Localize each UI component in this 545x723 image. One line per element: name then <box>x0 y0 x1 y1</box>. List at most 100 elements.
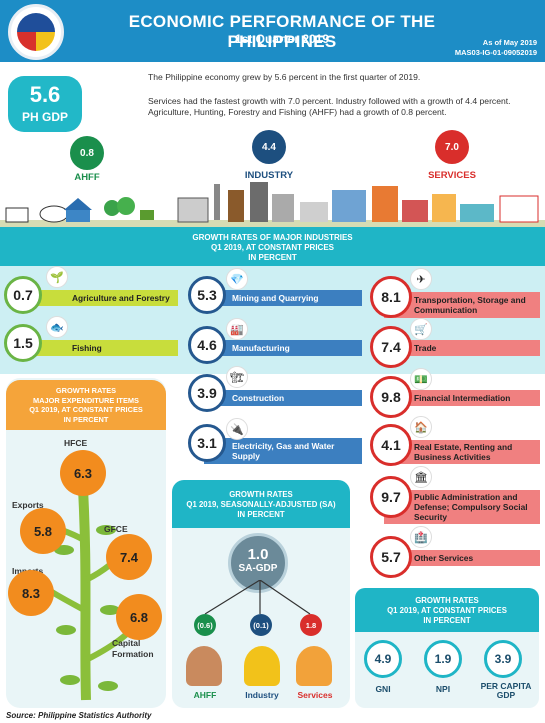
sa-services-value: 1.8 <box>300 614 322 636</box>
expenditure-label-hfce: HFCE <box>64 438 88 448</box>
hospital-icon: 🏥 <box>410 526 432 548</box>
intro-paragraph-2: Services had the fastest growth with 7.0… <box>148 96 511 117</box>
expenditure-label-exports: Exports <box>12 500 44 510</box>
sector-industry-circle: 4.4 <box>252 130 286 164</box>
industry-label-transport: Transportation, Storage and Communicatio… <box>414 295 526 315</box>
psa-logo <box>8 4 64 60</box>
gni-title: GROWTH RATES Q1 2019, AT CONSTANT PRICES… <box>355 588 539 632</box>
per-capita-gdp-value: 3.9 <box>484 640 522 678</box>
page-title: ECONOMIC PERFORMANCE OF THE PHILIPPINES <box>128 12 436 51</box>
industry-bar-electricity: Electricity, Gas and Water Supply <box>204 438 362 464</box>
gni-label: GNI <box>375 684 391 694</box>
per-capita-gdp-label: PER CAPITA GDP <box>480 681 532 700</box>
industry-label-agriculture: Agriculture and Forestry <box>72 293 170 303</box>
industry-bar-fishing: Fishing <box>22 340 178 356</box>
sector-services-circle: 7.0 <box>435 130 469 164</box>
house-icon: 🏠 <box>410 416 432 438</box>
tree-illustration <box>30 469 134 701</box>
industry-label-mining: Mining and Quarrying <box>232 293 319 303</box>
industry-bar-financial: Financial Intermediation <box>384 390 540 406</box>
sector-ahff-label: AHFF <box>74 172 100 183</box>
industry-bar-construction: Construction <box>204 390 362 406</box>
industry-label-construction: Construction <box>232 393 285 403</box>
industry-label-manufacturing: Manufacturing <box>232 343 290 353</box>
industry-label-realestate: Real Estate, Renting and Business Activi… <box>414 442 513 462</box>
industry-value-electricity: 3.1 <box>188 424 226 462</box>
plane-icon: ✈ <box>410 268 432 290</box>
industry-label-financial: Financial Intermediation <box>414 393 511 403</box>
source-note: Source: Philippine Statistics Authority <box>6 711 152 720</box>
industry-value-publicadmin: 9.7 <box>370 476 412 518</box>
as-of-text: As of May 2019 <box>482 38 537 47</box>
expenditure-value-capital: 6.8 <box>116 594 162 640</box>
npi-value: 1.9 <box>424 640 462 678</box>
industries-title: GROWTH RATES OF MAJOR INDUSTRIES Q1 2019… <box>192 233 353 262</box>
industries-panel <box>0 266 545 374</box>
industry-label-electricity: Electricity, Gas and Water Supply <box>232 441 335 461</box>
industry-label-fishing: Fishing <box>72 343 102 353</box>
sa-gdp-badge: 1.0 SA-GDP <box>228 533 288 593</box>
worker-icon <box>244 646 280 686</box>
crane-icon: 🏗 <box>226 366 248 388</box>
cart-icon: 🛒 <box>410 318 432 340</box>
sa-services-label: Services <box>297 690 333 700</box>
factory-icon: 🏭 <box>226 318 248 340</box>
plug-icon: 🔌 <box>226 418 248 440</box>
industry-value-realestate: 4.1 <box>370 424 412 466</box>
industry-value-fishing: 1.5 <box>4 324 42 362</box>
industry-value-agriculture: 0.7 <box>4 276 42 314</box>
intro-paragraph-1: The Philippine economy grew by 5.6 perce… <box>148 72 421 82</box>
fish-icon: 🐟 <box>46 316 68 338</box>
sa-gdp-label: SA-GDP <box>238 563 278 574</box>
sa-industry-value: (0.1) <box>250 614 272 636</box>
gni-value: 4.9 <box>364 640 402 678</box>
gdp-label: PH GDP <box>21 110 68 124</box>
sector-services-label: SERVICES <box>428 170 476 181</box>
industry-bar-otherservices: Other Services <box>384 550 540 566</box>
sector-ahff-circle: 0.8 <box>70 136 104 170</box>
economy-landscape-illustration <box>0 182 545 230</box>
header-bar <box>0 0 545 62</box>
industry-value-financial: 9.8 <box>370 376 412 418</box>
diamond-icon: 💎 <box>226 268 248 290</box>
expenditure-value-exports: 5.8 <box>20 508 66 554</box>
sa-connectors <box>204 580 311 615</box>
industry-value-mining: 5.3 <box>188 276 226 314</box>
sa-industry-label: Industry <box>245 690 279 700</box>
industry-bar-trade: Trade <box>384 340 540 356</box>
money-icon: 💵 <box>410 368 432 390</box>
industry-label-publicadmin: Public Administration and Defense; Compu… <box>414 492 528 522</box>
industry-value-transport: 8.1 <box>370 276 412 318</box>
gdp-value: 5.6 <box>29 82 61 107</box>
doc-code: MAS03-IG-01-09052019 <box>454 48 537 57</box>
gdp-badge: 5.6 PH GDP <box>8 76 82 132</box>
expenditure-title: GROWTH RATES MAJOR EXPENDITURE ITEMS Q1 … <box>6 380 166 430</box>
industry-value-otherservices: 5.7 <box>370 536 412 578</box>
sa-ahff-value: (0.6) <box>194 614 216 636</box>
industry-value-manufacturing: 4.6 <box>188 326 226 364</box>
plant-icon: 🌱 <box>46 266 68 288</box>
sa-ahff-label: AHFF <box>193 690 217 700</box>
industry-bar-manufacturing: Manufacturing <box>204 340 362 356</box>
expenditure-label-gfce: GFCE <box>104 524 128 534</box>
sector-industry-label: INDUSTRY <box>244 170 294 181</box>
as-of-date: As of May 2019 MAS03-IG-01-09052019 <box>455 38 537 58</box>
industries-banner <box>0 227 545 269</box>
farmer-icon <box>186 646 222 686</box>
building-icon: 🏛 <box>410 466 432 488</box>
industry-value-trade: 7.4 <box>370 326 412 368</box>
industry-bar-mining: Mining and Quarrying <box>204 290 362 306</box>
page-subtitle: 1st Quarter 2019 <box>234 32 330 46</box>
sa-title: GROWTH RATES Q1 2019, SEASONALLY-ADJUSTE… <box>172 480 350 528</box>
npi-label: NPI <box>435 684 451 694</box>
industry-label-trade: Trade <box>414 343 437 353</box>
expenditure-value-hfce: 6.3 <box>60 450 106 496</box>
expenditure-value-imports: 8.3 <box>8 570 54 616</box>
expenditure-label-capital: Capital Formation <box>112 638 154 659</box>
expenditure-value-gfce: 7.4 <box>106 534 152 580</box>
sa-gdp-value: 1.0 <box>247 546 269 563</box>
industry-label-otherservices: Other Services <box>414 553 474 563</box>
industry-value-construction: 3.9 <box>188 374 226 412</box>
industry-bar-agriculture: Agriculture and Forestry <box>22 290 178 306</box>
office-worker-icon <box>296 646 332 686</box>
